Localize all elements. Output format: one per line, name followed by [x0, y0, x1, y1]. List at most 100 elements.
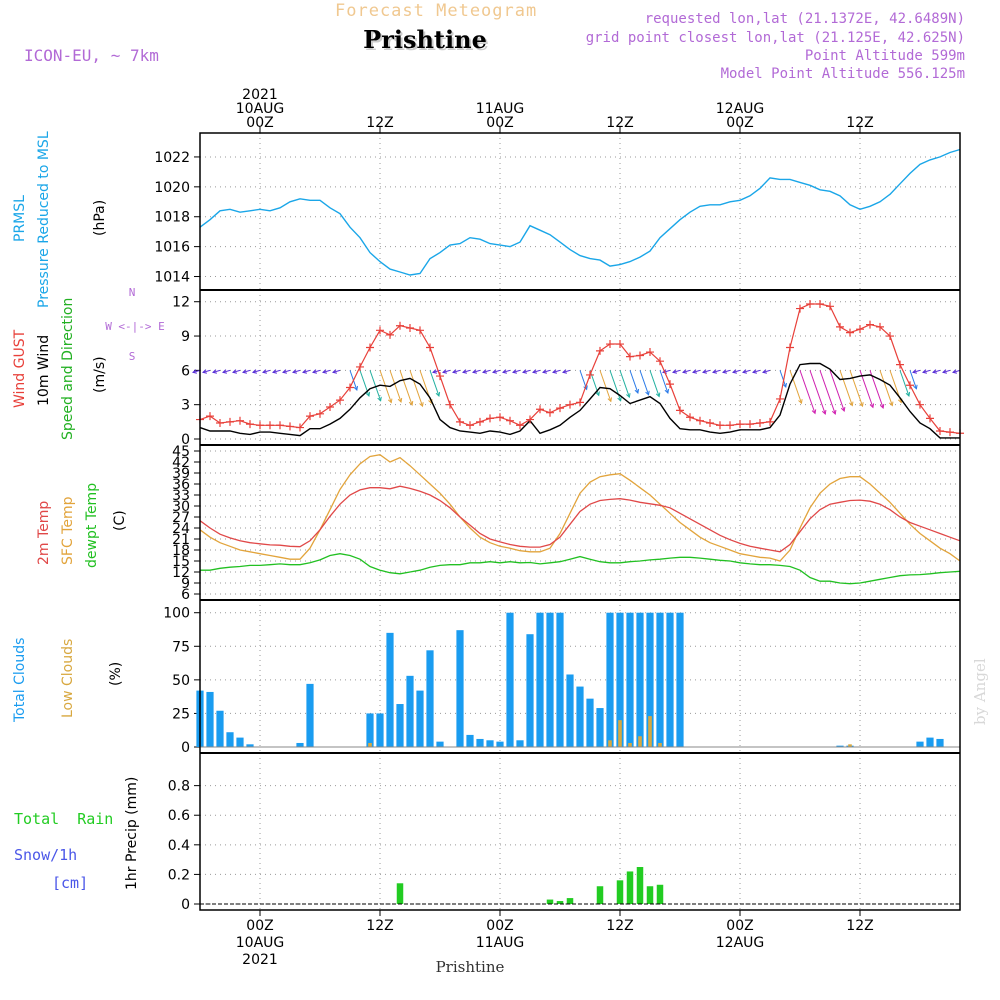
gust-marker: [536, 405, 544, 414]
pressure-labels: PRMSL Pressure Reduced to MSL (hPa): [12, 131, 108, 308]
top-tick-label: 00Z: [486, 115, 513, 131]
ytick-label-pressure: 1014: [154, 270, 190, 286]
temp-unit: (C): [112, 510, 128, 531]
wind-arrow: [532, 369, 541, 373]
wind-arrow-head: [782, 382, 787, 388]
wind-arrow: [292, 369, 301, 373]
gust-marker: [626, 352, 634, 361]
gust-marker: [376, 326, 384, 335]
gust-marker: [306, 412, 314, 421]
prmsl-long-label: Pressure Reduced to MSL: [36, 131, 52, 308]
gust-marker: [666, 380, 674, 389]
wind-arrow-head: [397, 397, 403, 403]
location-title: Prishtine: [365, 27, 489, 56]
gust-marker: [756, 418, 764, 427]
low-cloud-bar: [638, 736, 642, 747]
wind-arrow-head: [541, 369, 548, 374]
wind-arrow: [522, 369, 531, 373]
total-cloud-bar: [936, 738, 944, 747]
wind-arrow-head: [461, 369, 468, 374]
ytick-label-temperature: 6: [181, 587, 190, 603]
ytick-label-temperature: 12: [172, 565, 190, 581]
model-name: ICON-EU, ~ 7km: [24, 46, 159, 65]
gust-marker: [706, 418, 714, 427]
wind-direction-arrows: [191, 369, 961, 415]
total-cloud-bar: [246, 744, 254, 747]
ytick-label-wind: 12: [172, 295, 190, 311]
gust-marker: [566, 400, 574, 409]
low-cloud-bar: [658, 742, 662, 747]
gust-marker: [586, 370, 594, 379]
wind-arrow: [672, 369, 681, 373]
gust-marker: [746, 420, 754, 429]
wind-arrow-head: [607, 397, 612, 403]
total-cloud-bar: [636, 612, 644, 747]
gust-marker: [236, 416, 244, 425]
bottom-tick-label: 12Z: [606, 918, 633, 934]
ytick-label-temperature: 33: [172, 488, 190, 504]
ytick-label-wind: 6: [181, 363, 190, 379]
gust-marker: [856, 325, 864, 334]
gust-marker: [466, 421, 474, 430]
requested-point: requested lon,lat (21.1372E, 42.6489N): [645, 11, 965, 27]
total-cloud-bar: [386, 632, 394, 747]
total-cloud-bar: [426, 650, 434, 747]
ytick-label-temperature: 30: [172, 499, 190, 515]
wind-arrow: [222, 369, 231, 373]
wind-arrow-head: [481, 369, 488, 374]
total-cloud-bar: [606, 612, 614, 747]
gust-marker: [486, 414, 494, 423]
wind-arrow-head: [241, 369, 248, 374]
gust-marker: [906, 381, 914, 390]
wind-arrow-head: [889, 401, 894, 407]
wind-arrow: [819, 370, 836, 415]
wind-arrow: [389, 370, 402, 403]
panel-precip: 0 0.2 0.4 0.6 0.8: [168, 753, 960, 913]
wind-labels: Wind GUST 10m Wind Speed and Direction (…: [12, 286, 165, 440]
gust-marker: [346, 383, 354, 392]
wind-arrow: [192, 369, 201, 373]
rain-bar: [546, 899, 554, 904]
ytick-label-temperature: 27: [172, 510, 190, 526]
gust-marker: [356, 362, 364, 371]
gust-marker: [276, 421, 284, 430]
bottom-tick-label: 12AUG: [716, 935, 765, 951]
gust-marker: [696, 416, 704, 425]
dew-label: dewpt Temp: [84, 483, 100, 568]
bottom-tick-label: 10AUG: [236, 935, 285, 951]
total-clouds-label: Total Clouds: [12, 638, 28, 723]
gust-marker: [686, 413, 694, 422]
top-tick-label: 12Z: [606, 115, 633, 131]
wind-arrow: [702, 369, 711, 373]
total-cloud-bar: [466, 734, 474, 747]
ytick-label-temperature: 21: [172, 532, 190, 548]
wind-arrow-head: [671, 369, 678, 374]
temp-labels: 2m Temp SFC Temp dewpt Temp (C): [36, 483, 128, 568]
wind-arrow-head: [301, 369, 308, 374]
wind-arrow-head: [353, 385, 359, 391]
gust-marker: [716, 421, 724, 430]
total-cloud-bar: [296, 742, 304, 747]
gust-marker: [846, 328, 854, 337]
gust-marker: [736, 420, 744, 429]
ytick-label-precip: 0.4: [168, 838, 190, 854]
low-cloud-bar: [648, 716, 652, 747]
gust-marker: [786, 343, 794, 352]
low-cloud-bar: [368, 742, 372, 747]
wind-arrow-head: [681, 369, 688, 374]
wind-arrow: [272, 369, 281, 373]
ytick-label-clouds: 75: [172, 639, 190, 655]
wind-arrow-head: [849, 401, 854, 407]
rain-bar: [566, 898, 574, 904]
wind-arrow: [332, 369, 341, 373]
gust-marker: [836, 322, 844, 331]
wind-arrow: [502, 369, 511, 373]
wind-arrow-head: [664, 388, 670, 394]
wind-arrow: [399, 370, 413, 406]
total-cloud-bar: [236, 737, 244, 747]
total-cloud-bar: [666, 612, 674, 747]
bottom-tick-label: 12Z: [366, 918, 393, 934]
rain-bar: [616, 880, 624, 904]
precip-labels: Total Rain Snow/1h [cm] 1hr Precip (mm): [14, 777, 140, 892]
rain-bar: [396, 883, 404, 904]
